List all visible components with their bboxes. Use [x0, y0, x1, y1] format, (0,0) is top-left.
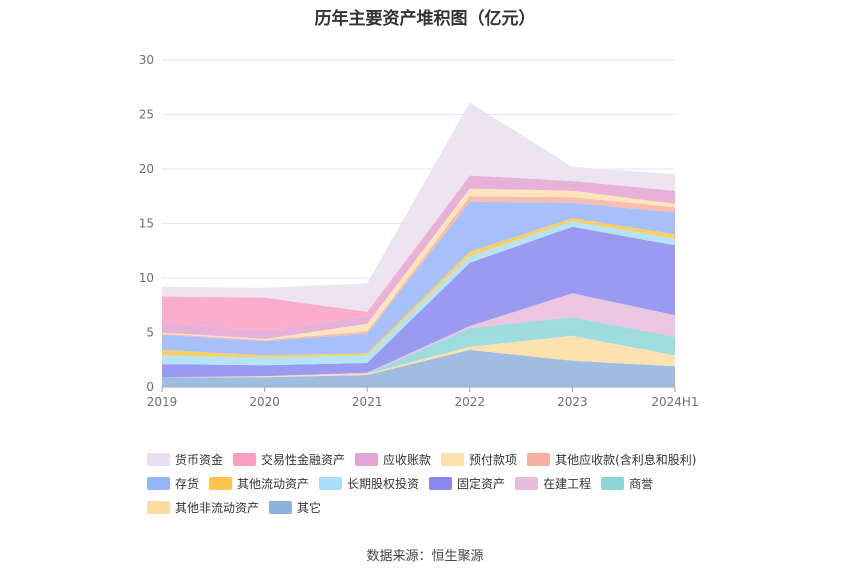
legend-swatch [147, 500, 170, 514]
area-series-10 [162, 175, 675, 339]
legend-item[interactable]: 商誉 [601, 475, 653, 492]
legend-swatch [429, 476, 453, 490]
legend-item[interactable]: 货币资金 [147, 451, 223, 468]
legend-label: 货币资金 [175, 452, 224, 467]
legend-row: 存货 其他流动资产 长期股权投资 固定资产 在建工程 商誉 [147, 471, 747, 495]
legend-label: 商誉 [629, 476, 654, 491]
area-series-0 [162, 349, 675, 387]
legend-swatch [147, 452, 170, 466]
y-tick-label: 5 [146, 326, 154, 340]
legend-label: 其他非流动资产 [175, 500, 260, 515]
area-series-7 [162, 201, 675, 356]
legend-item[interactable]: 在建工程 [515, 475, 591, 492]
legend-swatch [319, 476, 343, 490]
legend-label: 固定资产 [457, 476, 506, 491]
chart-title: 历年主要资产堆积图（亿元） [314, 9, 536, 29]
area-series-12 [162, 102, 675, 312]
legend-swatch [527, 452, 551, 466]
legend-item[interactable]: 其他应收款(含利息和股利) [527, 451, 696, 468]
legend-label: 预付款项 [469, 452, 518, 467]
legend-row: 货币资金 交易性金融资产 应收账款 预付款项 其他应收款(含利息和股利) [147, 447, 747, 471]
legend-swatch [269, 500, 293, 514]
legend-label: 交易性金融资产 [261, 452, 346, 467]
area-series-3 [162, 293, 675, 378]
legend-label: 其他流动资产 [237, 476, 310, 491]
y-tick-label: 15 [139, 217, 154, 231]
legend-swatch [233, 452, 257, 466]
stacked-area-chart: 0 5 10 15 20 25 30 2019 2020 2021 2022 2023 2024H1 [139, 53, 699, 409]
legend-swatch [147, 476, 170, 490]
legend-row: 其他非流动资产 其它 [147, 495, 747, 519]
legend-label: 应收账款 [383, 452, 432, 467]
chart-legend: 货币资金 交易性金融资产 应收账款 预付款项 其他应收款(含利息和股利) 存货 其他流动资产… [147, 447, 747, 519]
x-tick-label: 2022 [455, 395, 486, 409]
legend-swatch [355, 452, 379, 466]
x-tick-label: 2021 [352, 395, 383, 409]
y-tick-label: 0 [146, 380, 154, 394]
legend-label: 其它 [297, 500, 322, 515]
legend-swatch [209, 476, 233, 490]
legend-item[interactable]: 存货 [147, 475, 199, 492]
y-tick-label: 10 [139, 271, 154, 285]
legend-item[interactable]: 交易性金融资产 [233, 451, 345, 468]
y-tick-label: 30 [139, 53, 154, 67]
legend-label: 长期股权投资 [347, 476, 420, 491]
legend-item[interactable]: 其它 [269, 499, 321, 516]
x-tick-label: 2020 [249, 395, 280, 409]
legend-label: 存货 [175, 476, 200, 491]
data-source-note: 数据来源：恒生聚源 [366, 549, 484, 564]
y-tick-label: 20 [139, 162, 154, 176]
legend-item[interactable]: 应收账款 [355, 451, 431, 468]
legend-label: 其他应收款(含利息和股利) [555, 452, 697, 467]
legend-item[interactable]: 其他非流动资产 [147, 499, 259, 516]
y-tick-label: 25 [139, 108, 154, 122]
area-series-2 [162, 317, 675, 378]
area-series-1 [162, 335, 675, 378]
legend-swatch [601, 476, 625, 490]
legend-label: 在建工程 [543, 476, 592, 491]
area-series-4 [162, 226, 675, 378]
x-tick-label: 2023 [557, 395, 588, 409]
x-tick-label: 2024H1 [651, 395, 698, 409]
area-series-11 [162, 175, 675, 331]
legend-item[interactable]: 固定资产 [429, 475, 505, 492]
legend-swatch [441, 452, 465, 466]
legend-item[interactable]: 其他流动资产 [209, 475, 309, 492]
x-tick-label: 2019 [147, 395, 178, 409]
legend-item[interactable]: 预付款项 [441, 451, 517, 468]
legend-swatch [515, 476, 539, 490]
area-series-5 [162, 221, 675, 366]
legend-item[interactable]: 长期股权投资 [319, 475, 419, 492]
